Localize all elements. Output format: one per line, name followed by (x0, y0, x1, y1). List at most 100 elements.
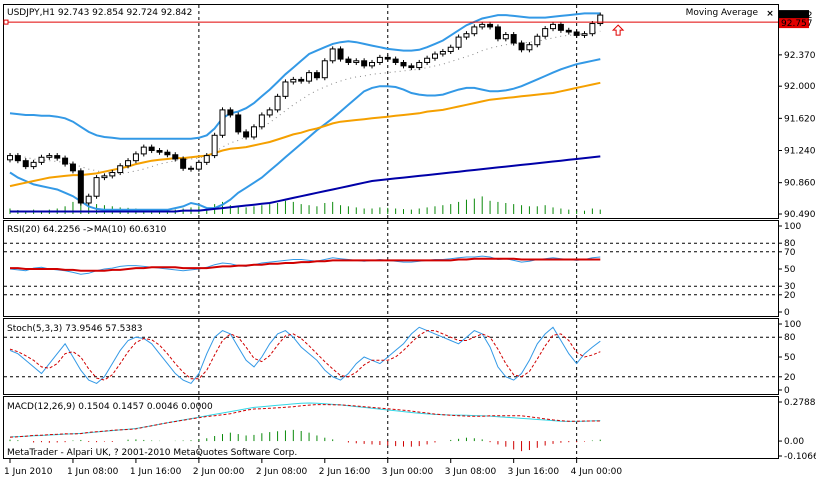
time-tick-label: 3 Jun 00:00 (382, 467, 434, 477)
macd-content (9, 397, 601, 458)
stochastic-tick-label: 100 (784, 320, 801, 330)
candle-body (573, 31, 580, 36)
macd-tick-label: 0.2788 (784, 398, 816, 408)
candle-body (557, 23, 564, 31)
price-axis: 92.370 92.000 91.620 91.240 90.860 90.490 92.8… (778, 10, 816, 220)
stochastic-signal-line (9, 330, 601, 381)
candle-body (526, 44, 533, 51)
candle-body (337, 48, 344, 60)
price-pane[interactable]: USDJPY,H1 92.743 92.854 92.724 92.842 Mo… (3, 4, 816, 221)
candle-body (109, 172, 116, 177)
candle-body (227, 109, 234, 116)
candle-body (534, 35, 541, 46)
candle-body (14, 155, 21, 162)
candle-body (589, 23, 596, 35)
candle-body (156, 150, 163, 153)
rsi-content (4, 221, 778, 316)
candle-body (30, 161, 37, 168)
candle-body (321, 60, 328, 79)
stochastic-pane[interactable]: Stoch(5,3,3) 73.9546 57.5383 100 80 50 20 0 (3, 318, 802, 397)
candle-body (250, 126, 257, 138)
candle-body (542, 28, 549, 37)
rsi-ma-line (10, 257, 601, 272)
price-content (3, 5, 778, 218)
stochastic-pane-frame (3, 318, 779, 395)
candle-body (345, 58, 352, 63)
stochastic-axis: 100 80 50 20 0 (778, 320, 801, 396)
stochastic-tick-label: 50 (784, 353, 796, 363)
stochastic-tick-label: 20 (784, 373, 796, 383)
time-tick-label: 1 Jun 16:00 (130, 467, 182, 477)
candle-body (455, 36, 462, 48)
candle-body (266, 109, 273, 116)
candle-body (69, 163, 76, 172)
candle-body (479, 23, 486, 28)
rsi-tick-label: 80 (784, 239, 796, 249)
rsi-tick-label: 50 (784, 265, 796, 275)
macd-pane-frame (3, 396, 779, 459)
candle-body (306, 72, 313, 82)
time-tick-label: 3 Jun 08:00 (445, 467, 497, 477)
candle-body (581, 33, 588, 36)
candle-body (38, 156, 45, 163)
candle-body (400, 61, 407, 67)
candle-body (140, 146, 147, 155)
price-tick-label: 90.860 (784, 179, 816, 189)
candle-body (431, 53, 438, 59)
band-middle-line (9, 30, 601, 174)
ask-price-badge (779, 18, 809, 29)
macd-tick-label: 0.00 (784, 437, 804, 447)
time-tick-label: 2 Jun 00:00 (193, 467, 245, 477)
macd-axis: 0.2788 0.00 -0.1066 (778, 398, 816, 462)
ask-line-start-marker (3, 19, 9, 25)
close-icon[interactable]: × (766, 9, 774, 19)
candle-body (290, 78, 297, 83)
price-tick-label: 91.620 (784, 114, 816, 124)
ask-price-label: 92.757 (781, 19, 813, 29)
candle-body (243, 131, 250, 138)
candle-body (219, 109, 226, 136)
candle-body (54, 155, 61, 159)
candle-body (510, 34, 517, 44)
candle-body (235, 114, 242, 133)
candle-body (258, 114, 265, 128)
candle-body (298, 78, 305, 82)
candle-body (376, 56, 383, 63)
time-tick-label: 3 Jun 16:00 (508, 467, 560, 477)
candle-body (117, 165, 124, 174)
rsi-tick-label: 20 (784, 291, 796, 301)
stochastic-label: Stoch(5,3,3) 73.9546 57.5383 (7, 324, 142, 334)
current-price-label: 92.842 (781, 11, 813, 21)
price-tick-label: 92.370 (784, 51, 816, 61)
candle-body (313, 72, 320, 79)
time-tick-label: 1 Jun 08:00 (67, 467, 119, 477)
candle-body (487, 23, 494, 28)
candle-body (211, 134, 218, 157)
candle-body (447, 46, 454, 52)
macd-tick-label: -0.1066 (784, 452, 816, 462)
candle-body (77, 170, 84, 204)
current-price-badge (779, 10, 809, 21)
candle-body (101, 175, 108, 179)
copyright-text: MetaTrader - Alpari UK, ? 2001-2010 Meta… (7, 448, 297, 458)
candle-body (494, 26, 501, 40)
candle-body (46, 155, 53, 158)
time-axis: 1 Jun 2010 1 Jun 08:00 1 Jun 16:00 2 Jun 00… (4, 459, 622, 477)
candle-body (188, 167, 195, 170)
time-tick-label: 2 Jun 08:00 (256, 467, 308, 477)
candle-body (424, 57, 431, 63)
macd-label: MACD(12,26,9) 0.1504 0.1457 0.0046 0.000… (7, 402, 213, 412)
macd-pane[interactable]: MACD(12,26,9) 0.1504 0.1457 0.0046 0.000… (3, 396, 816, 463)
candle-body (274, 95, 281, 111)
candle-body (172, 154, 179, 160)
stochastic-tick-label: 0 (784, 386, 790, 396)
ma-slow-line (10, 155, 601, 213)
candle-body (85, 195, 92, 204)
stochastic-content (4, 319, 778, 394)
rsi-tick-label: 30 (784, 282, 796, 292)
price-tick-label: 91.240 (784, 147, 816, 157)
rsi-pane[interactable]: RSI(20) 64.2256 ->MA(10) 60.6310 100 8070… (3, 220, 802, 319)
candle-body (518, 42, 525, 51)
chart-header: USDJPY,H1 92.743 92.854 92.724 92.842 (7, 8, 192, 18)
